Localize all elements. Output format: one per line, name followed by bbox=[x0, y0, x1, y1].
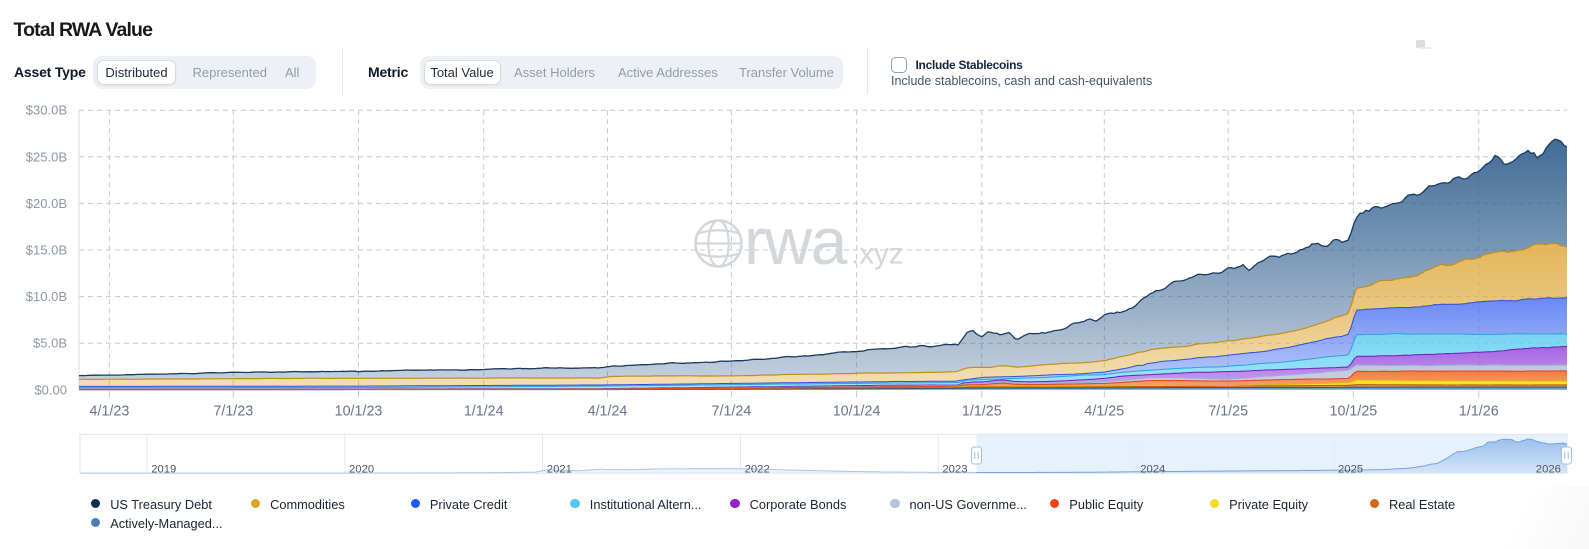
svg-text:2024: 2024 bbox=[1140, 464, 1165, 476]
svg-text:$5.0B: $5.0B bbox=[33, 336, 67, 351]
svg-text:4/1/23: 4/1/23 bbox=[90, 404, 130, 420]
svg-text:4/1/24: 4/1/24 bbox=[588, 404, 628, 420]
svg-text:2026: 2026 bbox=[1536, 464, 1561, 476]
svg-text:10/1/23: 10/1/23 bbox=[335, 404, 383, 420]
svg-text:$10.0B: $10.0B bbox=[26, 289, 67, 304]
svg-text:$0.00: $0.00 bbox=[34, 382, 67, 397]
svg-text:.xyz: .xyz bbox=[851, 238, 903, 271]
svg-text:7/1/23: 7/1/23 bbox=[213, 404, 253, 420]
svg-text:$30.0B: $30.0B bbox=[26, 103, 67, 118]
svg-text:1/1/24: 1/1/24 bbox=[464, 404, 504, 420]
svg-text:1/1/25: 1/1/25 bbox=[962, 404, 1002, 420]
svg-text:2019: 2019 bbox=[151, 464, 176, 476]
svg-text:$15.0B: $15.0B bbox=[26, 243, 67, 258]
svg-text:2021: 2021 bbox=[547, 464, 572, 476]
svg-text:2020: 2020 bbox=[349, 464, 374, 476]
svg-text:7/1/25: 7/1/25 bbox=[1208, 404, 1248, 420]
svg-text:2023: 2023 bbox=[942, 464, 967, 476]
svg-text:2025: 2025 bbox=[1338, 464, 1363, 476]
svg-text:4/1/25: 4/1/25 bbox=[1084, 404, 1124, 420]
svg-text:rwa: rwa bbox=[744, 204, 848, 278]
svg-text:10/1/24: 10/1/24 bbox=[833, 404, 881, 420]
svg-text:1/1/26: 1/1/26 bbox=[1459, 404, 1499, 420]
svg-text:$20.0B: $20.0B bbox=[26, 196, 67, 211]
svg-text:$25.0B: $25.0B bbox=[26, 149, 67, 164]
svg-text:2022: 2022 bbox=[745, 464, 770, 476]
svg-text:7/1/24: 7/1/24 bbox=[712, 404, 752, 420]
svg-text:10/1/25: 10/1/25 bbox=[1330, 404, 1378, 420]
